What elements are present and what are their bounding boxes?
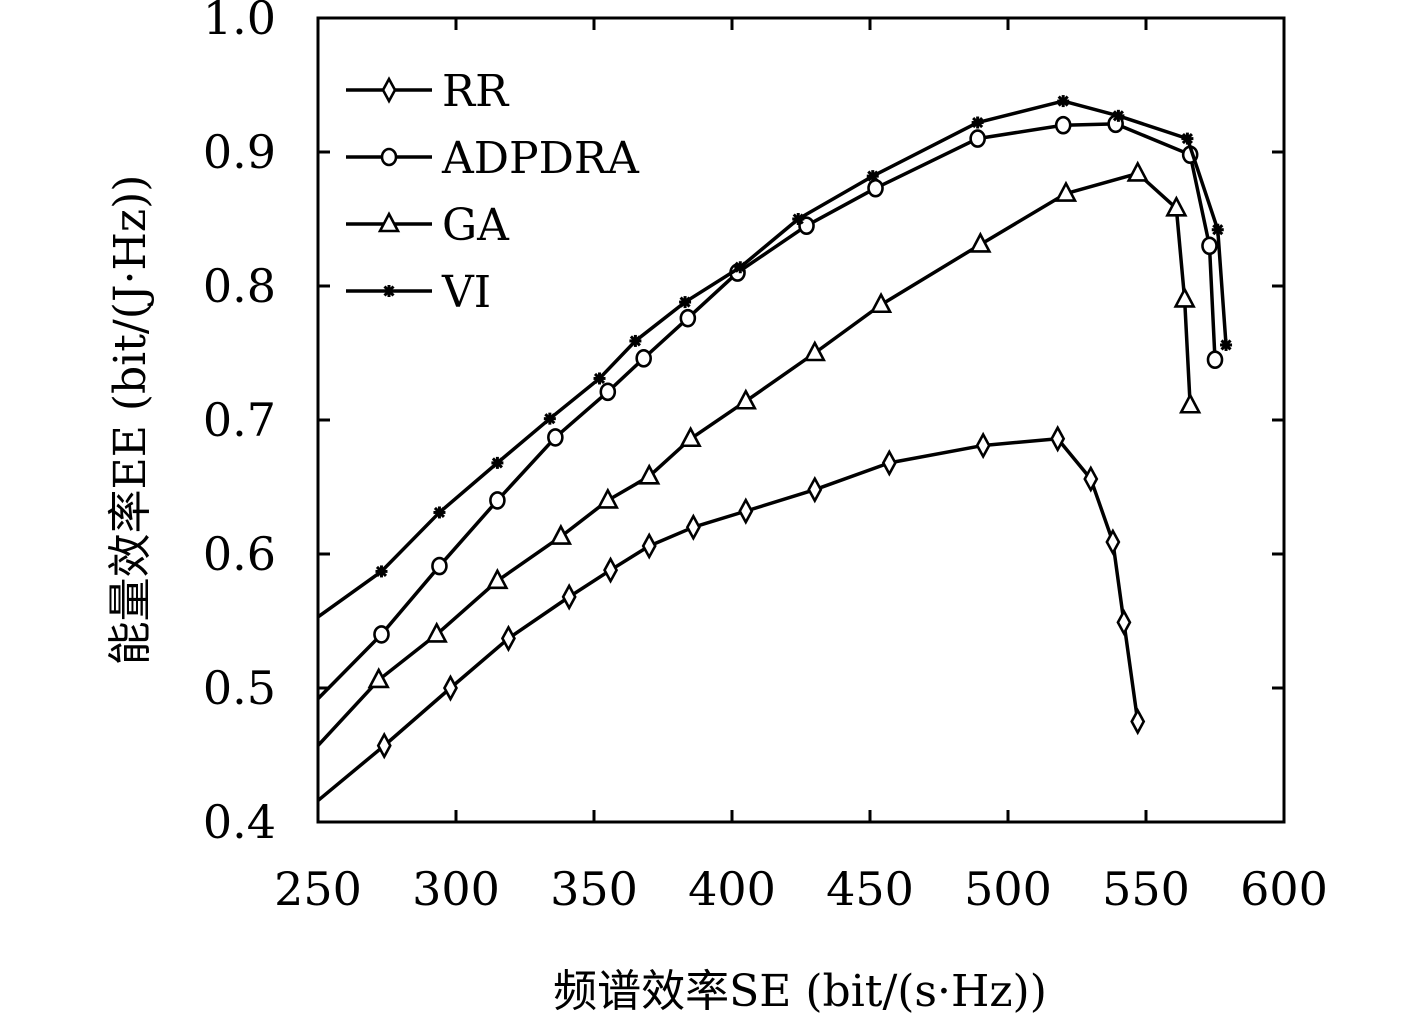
data-point	[431, 556, 448, 576]
data-point	[1173, 286, 1196, 308]
data-point	[549, 523, 573, 545]
data-point	[734, 261, 747, 274]
legend-label: ADPDRA	[441, 133, 640, 184]
data-point	[679, 308, 697, 328]
data-point	[867, 178, 884, 198]
series-RR	[316, 425, 1146, 802]
legend-entry-RR: RR	[346, 66, 510, 117]
data-point	[807, 475, 823, 504]
y-axis-title: 能量效率EE (bit/(J·Hz))	[105, 175, 156, 666]
legend-marker	[377, 211, 401, 233]
legend-label: RR	[442, 66, 510, 117]
x-tick-label: 300	[412, 862, 500, 916]
data-point	[1201, 236, 1218, 256]
data-point	[679, 296, 692, 309]
series-ADPDRA	[316, 114, 1224, 700]
x-tick-label: 550	[1102, 862, 1190, 916]
data-point	[866, 170, 879, 183]
data-point	[792, 213, 805, 225]
data-point	[734, 388, 757, 410]
data-point	[375, 565, 388, 578]
data-point	[1220, 338, 1233, 351]
data-point	[638, 463, 661, 485]
data-point	[1054, 180, 1078, 202]
data-point	[547, 428, 564, 447]
legend-label: GA	[442, 200, 510, 251]
data-point	[971, 116, 984, 129]
data-point	[869, 291, 893, 314]
data-point	[376, 731, 392, 760]
data-point	[561, 583, 577, 611]
data-point	[373, 625, 390, 644]
data-point	[491, 456, 504, 469]
data-point	[679, 425, 702, 448]
data-point	[489, 491, 506, 510]
data-point	[442, 674, 458, 702]
y-tick-label: 0.8	[203, 259, 276, 313]
series-line-RR	[316, 437, 1140, 802]
data-point	[969, 231, 992, 253]
series-GA	[316, 160, 1202, 747]
x-tick-label: 500	[964, 862, 1052, 916]
data-point	[629, 334, 642, 347]
y-tick-label: 0.6	[203, 527, 276, 581]
x-tick-label: 400	[688, 862, 776, 916]
y-tick-label: 0.7	[203, 393, 276, 447]
data-point	[1083, 465, 1099, 493]
data-point	[1181, 132, 1194, 145]
data-point	[1116, 608, 1132, 637]
data-point	[1179, 392, 1202, 414]
legend-entry-GA: GA	[346, 200, 510, 251]
data-point	[1054, 115, 1072, 135]
data-point	[1211, 223, 1224, 236]
legend-marker	[383, 285, 395, 297]
data-point	[969, 129, 986, 148]
legend-label: VI	[441, 267, 491, 318]
data-point	[881, 449, 897, 477]
x-axis-title: 频谱效率SE (bit/(s·Hz))	[553, 966, 1047, 1017]
data-point	[543, 412, 556, 425]
data-point	[641, 532, 657, 560]
series-VI	[316, 95, 1233, 619]
data-point	[738, 497, 754, 525]
x-tick-label: 250	[274, 862, 362, 916]
data-point	[603, 556, 619, 584]
data-point	[596, 487, 619, 509]
data-point	[433, 506, 446, 519]
legend-marker	[380, 147, 398, 167]
data-point	[599, 382, 617, 402]
data-point	[1050, 425, 1066, 453]
data-point	[685, 513, 701, 541]
data-point	[1130, 707, 1146, 736]
data-point	[1165, 195, 1188, 217]
data-point	[593, 372, 606, 385]
y-tick-label: 0.9	[203, 125, 276, 179]
legend-marker	[381, 76, 397, 104]
y-tick-label: 0.5	[203, 661, 276, 715]
legend-entry-ADPDRA: ADPDRA	[346, 133, 640, 184]
data-point	[1057, 95, 1070, 108]
y-tick-label: 0.4	[203, 795, 276, 849]
data-point	[1105, 528, 1121, 556]
data-point	[1126, 160, 1149, 182]
y-tick-label: 1.0	[203, 0, 276, 45]
data-point	[635, 349, 652, 368]
x-tick-label: 450	[826, 862, 914, 916]
legend-entry-VI: VI	[346, 267, 491, 318]
x-tick-label: 600	[1240, 862, 1328, 916]
data-point	[1112, 109, 1125, 122]
data-point	[367, 667, 390, 689]
data-point	[425, 621, 448, 643]
data-point	[975, 431, 991, 460]
data-point	[1206, 350, 1224, 370]
data-point	[500, 624, 516, 653]
data-point	[803, 340, 826, 362]
x-tick-label: 350	[550, 862, 638, 916]
data-point	[486, 568, 509, 590]
